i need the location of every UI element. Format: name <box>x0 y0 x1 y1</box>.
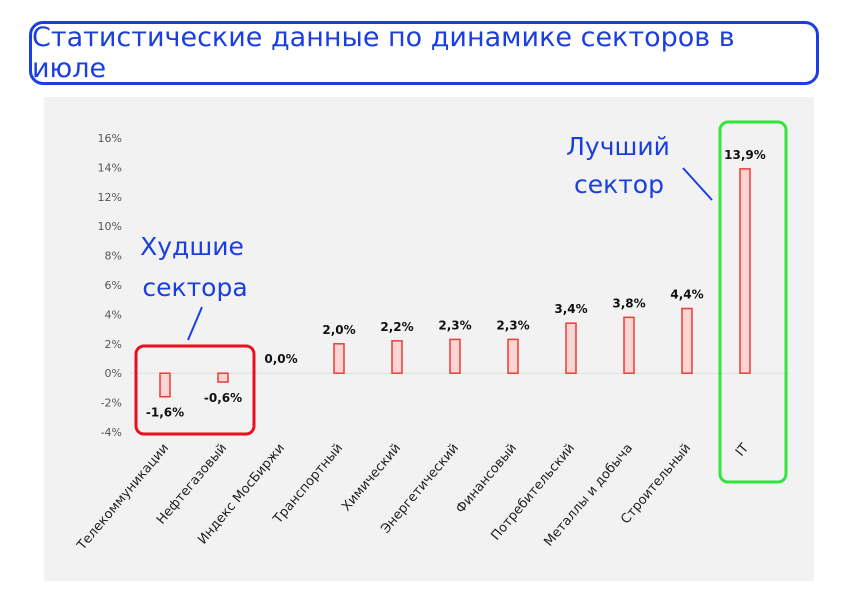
worst-annotation-line2: сектора <box>142 273 247 302</box>
bar <box>391 340 403 374</box>
bar <box>623 316 635 374</box>
data-label: 3,8% <box>612 296 645 310</box>
bar <box>507 338 519 374</box>
y-tick-label: 6% <box>105 279 122 292</box>
y-tick-label: 12% <box>98 191 122 204</box>
worst-sectors-box <box>134 344 256 436</box>
worst-annotation-pointer <box>187 306 203 341</box>
data-label: 2,3% <box>496 318 529 332</box>
bar <box>681 307 693 374</box>
data-label: 4,4% <box>670 288 703 302</box>
bar <box>565 322 577 374</box>
x-tick-label: Химический <box>339 441 404 514</box>
y-tick-label: 16% <box>98 132 122 145</box>
chart-title: Статистические данные по динамике сектор… <box>29 21 819 85</box>
best-annotation-line2: сектор <box>574 170 664 199</box>
data-label: 2,2% <box>380 320 413 334</box>
bar <box>739 168 751 374</box>
x-tick-label: Финансовый <box>453 441 520 517</box>
worst-annotation-line1: Худшие <box>140 232 244 261</box>
data-labels: -1,6% -0,6% 0,0% 2,0% 2,2% 2,3% 2,3% 3,4% 3,8% 4,… <box>146 148 766 420</box>
y-tick-label: 8% <box>105 250 122 263</box>
bars <box>159 168 751 398</box>
y-tick-label: -2% <box>101 397 122 410</box>
y-tick-label: 10% <box>98 220 122 233</box>
y-tick-label: 0% <box>105 367 122 380</box>
bar <box>217 372 229 383</box>
bar <box>333 343 345 374</box>
best-annotation-line1: Лучший <box>566 132 670 161</box>
data-label: -0,6% <box>204 391 242 405</box>
bar <box>159 372 171 398</box>
x-tick-label: Телекоммуникации <box>74 441 172 554</box>
best-annotation-pointer <box>682 167 713 201</box>
y-tick-label: 4% <box>105 308 122 321</box>
best-sector-box <box>718 120 788 484</box>
y-tick-label: 14% <box>98 161 122 174</box>
data-label: 2,0% <box>322 323 355 337</box>
data-label: 3,4% <box>554 302 587 316</box>
data-label: -1,6% <box>146 406 184 420</box>
bar <box>449 338 461 374</box>
y-tick-label: 2% <box>105 338 122 351</box>
y-axis-ticks: 16% 14% 12% 10% 8% 6% 4% 2% 0% -2% -4% <box>98 132 122 439</box>
data-label: 0,0% <box>264 352 297 366</box>
x-tick-label: IT <box>733 441 752 460</box>
data-label: 13,9% <box>724 148 766 162</box>
y-tick-label: -4% <box>101 426 122 439</box>
data-label: 2,3% <box>438 318 471 332</box>
